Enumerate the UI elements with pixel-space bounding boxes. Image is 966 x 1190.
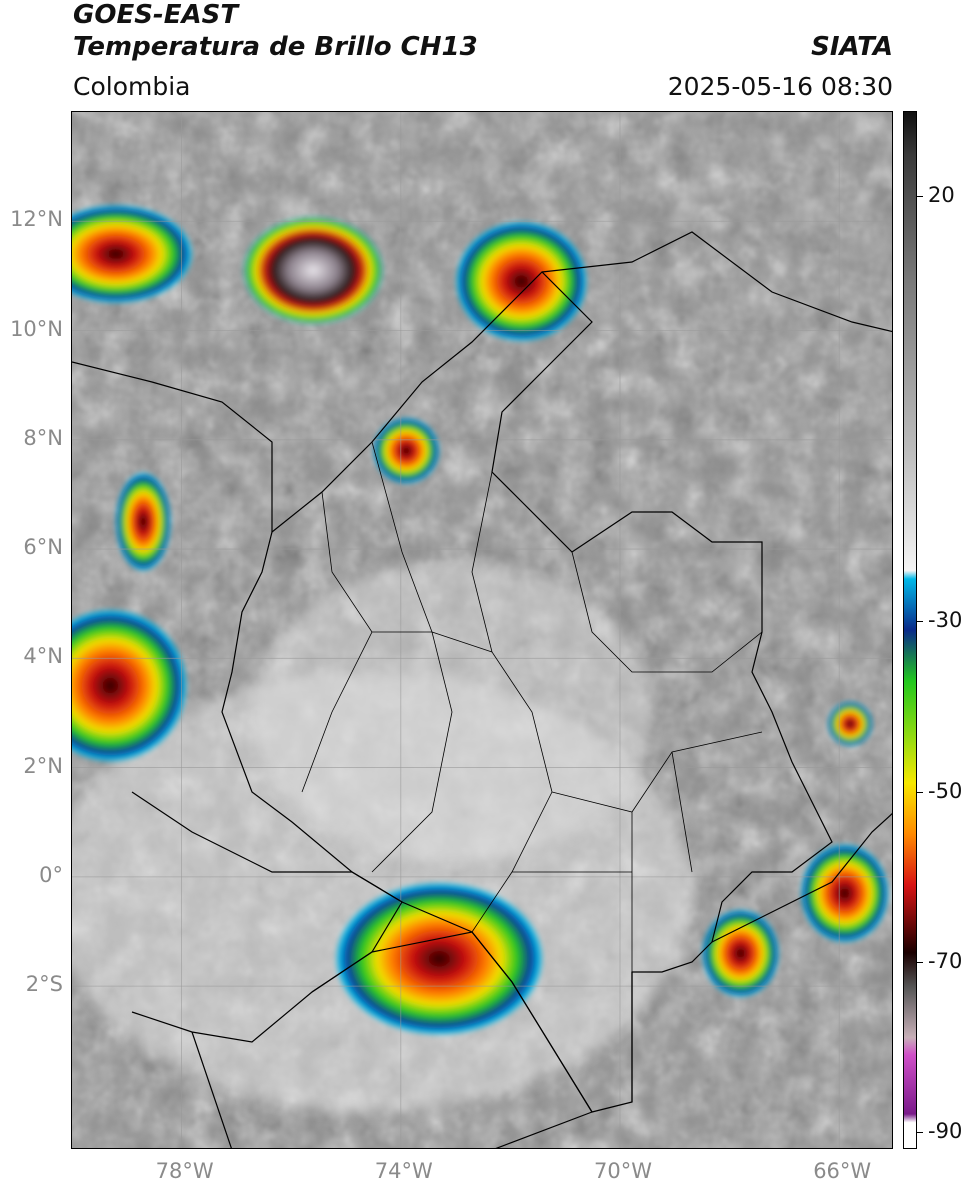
product-title: Temperatura de Brillo CH13: [73, 32, 478, 62]
storm-cell-magdalena: [373, 417, 440, 484]
colorbar-tick-label: -90: [928, 1118, 963, 1143]
storm-cell-vaupes-east: [800, 844, 889, 943]
storm-cell-choco: [115, 472, 171, 571]
lat-tick-label: 2°N: [23, 753, 63, 778]
colorbar: [903, 111, 917, 1149]
datetime-label: 2025-05-16 08:30: [667, 72, 893, 101]
lat-tick-label: 12°N: [10, 207, 63, 232]
brightness-temperature-image: [72, 112, 892, 1148]
lat-tick-label: 8°N: [23, 425, 63, 450]
storm-cell-amazonas-east: [702, 909, 779, 998]
lon-tick-label: 66°W: [813, 1159, 872, 1183]
satellite-map[interactable]: [71, 111, 893, 1149]
lon-tick-label: 74°W: [374, 1159, 433, 1183]
colorbar-tick-label: -50: [928, 778, 963, 803]
lat-tick-label: 2°S: [25, 972, 63, 997]
colorbar-tick: [917, 196, 923, 198]
political-borders: [72, 231, 892, 1148]
venezuela-border: [541, 231, 892, 333]
colorbar-tick-label: -70: [928, 948, 963, 973]
lat-tick-label: 4°N: [23, 644, 63, 669]
storm-cell-guainia: [828, 702, 873, 746]
storm-cell-pacific: [72, 609, 188, 763]
colorbar-tick: [917, 621, 923, 623]
peru-border: [191, 931, 593, 1148]
ecuador-border: [131, 791, 403, 1043]
colorbar-tick: [917, 791, 923, 793]
map-gridlines: [72, 112, 892, 1148]
storm-cell-guajira: [455, 221, 588, 342]
storm-cell-putumayo: [335, 882, 544, 1036]
colorbar-tick: [917, 961, 923, 963]
lon-tick-label: 70°W: [594, 1159, 652, 1183]
colorbar-tick-label: 20: [928, 183, 955, 208]
storm-cell-caribbean-central: [241, 215, 385, 326]
colorbar-tick-label: -30: [928, 608, 963, 633]
satellite-title: GOES-EAST: [73, 0, 239, 30]
lat-tick-label: 10°N: [10, 316, 63, 341]
organization-label: SIATA: [811, 32, 893, 62]
colorbar-tick: [917, 1131, 923, 1133]
departments: [301, 441, 763, 972]
lon-tick-label: 78°W: [155, 1159, 214, 1183]
lat-tick-label: 6°N: [23, 535, 63, 560]
storm-cell-caribbean-west: [72, 204, 193, 304]
convective-storms: [72, 204, 889, 1036]
brazil-border: [631, 813, 892, 1102]
region-label: Colombia: [73, 72, 191, 101]
panama-border: [72, 361, 273, 532]
lat-tick-label: 0°: [39, 862, 63, 887]
